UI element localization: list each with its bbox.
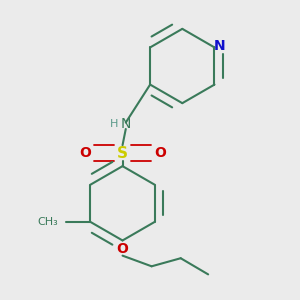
Text: N: N [214,39,225,53]
Text: S: S [117,146,128,161]
Text: CH₃: CH₃ [37,217,58,227]
Text: O: O [117,242,128,256]
Text: O: O [154,146,166,160]
Text: H: H [110,119,119,129]
Text: O: O [80,146,91,160]
Text: N: N [121,117,131,131]
